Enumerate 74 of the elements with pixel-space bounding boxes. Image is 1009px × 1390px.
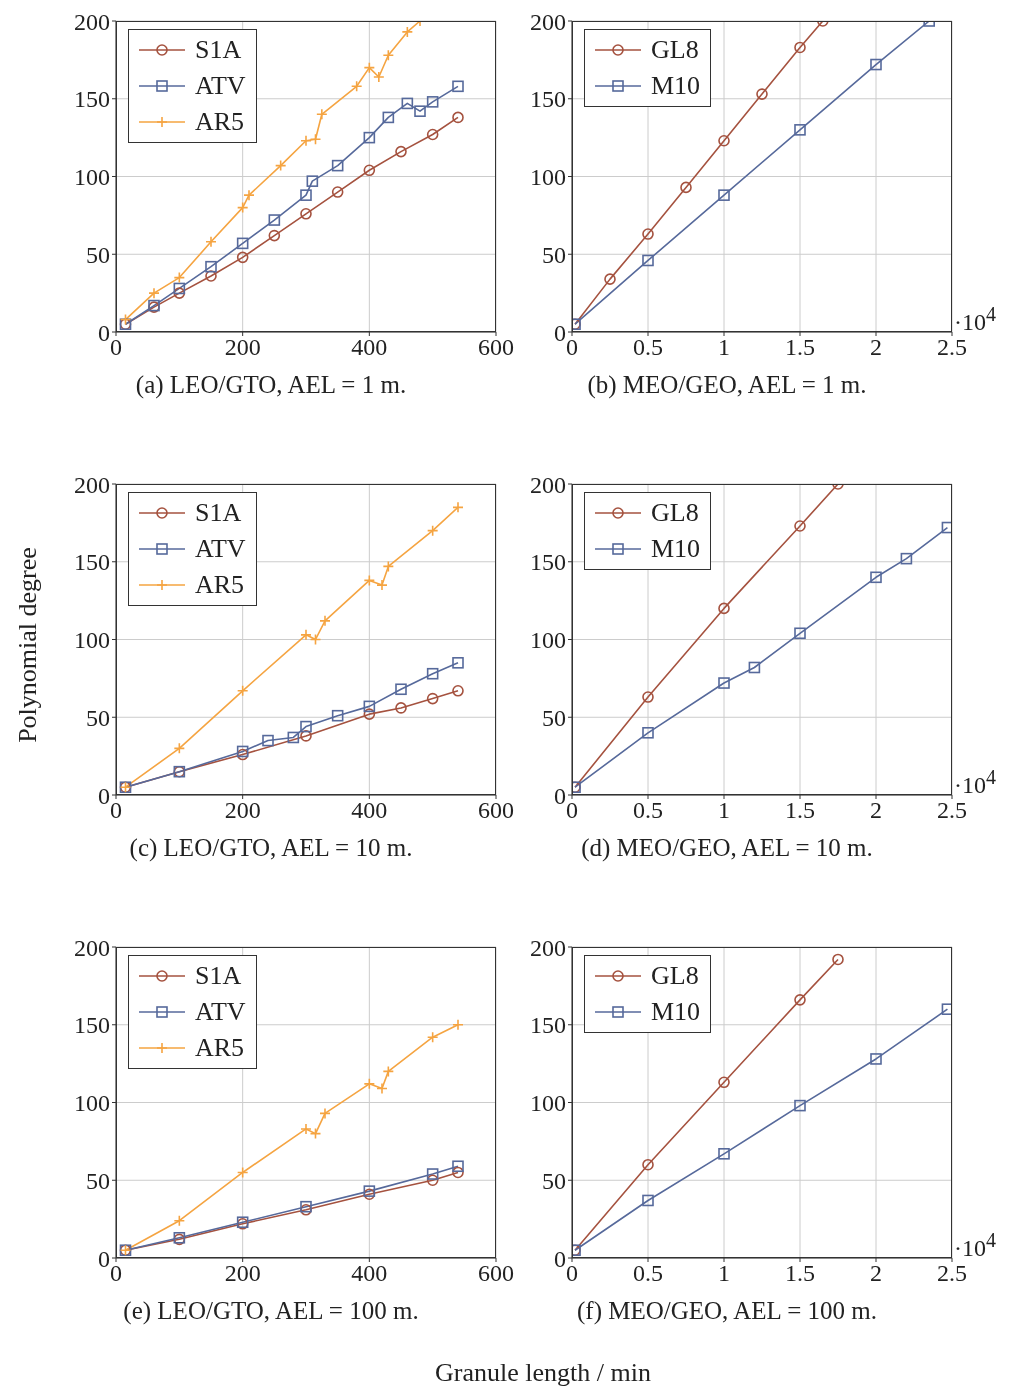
x-tick-label: 2.5: [937, 334, 967, 361]
x-axis-title: Granule length / min: [434, 1358, 652, 1388]
legend-label: M10: [651, 533, 701, 565]
y-tick-label: 200: [530, 8, 566, 35]
text: (d) MEO/GEO, AEL = 10 m.: [580, 834, 874, 862]
y-tick-label: 100: [74, 164, 110, 191]
x-tick-label: 600: [478, 797, 514, 824]
y-tick-label: 100: [74, 1090, 110, 1117]
x-tick-label: 200: [224, 334, 261, 361]
y-tick-label: 150: [530, 549, 566, 576]
legend-label: M10: [651, 70, 701, 102]
x-tick-label: 2.5: [937, 797, 967, 824]
x-tick-label: 1.5: [785, 1260, 815, 1287]
x-tick-label: 400: [351, 797, 388, 824]
y-tick-label: 200: [74, 471, 110, 498]
y-tick-label: 150: [530, 86, 566, 113]
y-tick-label: 50: [86, 1167, 110, 1194]
legend-label: ATV: [195, 996, 246, 1028]
text: (a) LEO/GTO, AEL = 1 m.: [134, 371, 408, 399]
y-tick-label: 150: [74, 1012, 110, 1039]
legend-label: AR5: [195, 569, 245, 601]
y-tick-label: 50: [86, 704, 110, 731]
y-tick-label: 150: [530, 1012, 566, 1039]
y-tick-label: 50: [542, 241, 566, 268]
x-tick-label: 2: [870, 1260, 882, 1287]
y-tick-label: 200: [74, 934, 110, 961]
x-tick-label: 0.5: [633, 1260, 663, 1287]
text: (e) LEO/GTO, AEL = 100 m.: [122, 1297, 420, 1325]
text: (c) LEO/GTO, AEL = 10 m.: [128, 834, 414, 862]
y-tick-label: 200: [530, 934, 566, 961]
text: ·10$^{4}$: [954, 1229, 996, 1262]
y-tick-label: 200: [530, 471, 566, 498]
x-tick-label: 600: [478, 334, 514, 361]
y-tick-label: 200: [74, 8, 110, 35]
legend-label: GL8: [651, 960, 699, 992]
legend-label: ATV: [195, 533, 246, 565]
x-tick-label: 1.5: [785, 334, 815, 361]
y-tick-label: 100: [530, 164, 566, 191]
legend-label: AR5: [195, 1032, 245, 1064]
y-tick-label: 100: [530, 1090, 566, 1117]
y-tick-label: 50: [542, 1167, 566, 1194]
legend-label: GL8: [651, 497, 699, 529]
y-axis-title: Polynomial degree: [13, 546, 43, 745]
text: ·10$^{4}$: [954, 766, 996, 799]
legend-label: S1A: [195, 34, 242, 66]
legend-label: AR5: [195, 106, 245, 138]
x-tick-label: 400: [351, 1260, 388, 1287]
y-tick-label: 150: [74, 549, 110, 576]
legend-label: S1A: [195, 497, 242, 529]
legend-label: S1A: [195, 960, 242, 992]
x-tick-label: 1: [718, 797, 730, 824]
y-tick-label: 100: [74, 627, 110, 654]
text: ·10$^{4}$: [954, 303, 996, 336]
legend-label: GL8: [651, 34, 699, 66]
y-tick-label: 50: [542, 704, 566, 731]
x-tick-label: 1: [718, 1260, 730, 1287]
y-tick-label: 150: [74, 86, 110, 113]
x-tick-label: 2: [870, 797, 882, 824]
x-tick-label: 1.5: [785, 797, 815, 824]
x-tick-label: 2.5: [937, 1260, 967, 1287]
x-tick-label: 0.5: [633, 797, 663, 824]
y-tick-label: 100: [530, 627, 566, 654]
legend-label: M10: [651, 996, 701, 1028]
text: (f) MEO/GEO, AEL = 100 m.: [576, 1297, 878, 1325]
legend-label: ATV: [195, 70, 246, 102]
text: (b) MEO/GEO, AEL = 1 m.: [586, 371, 868, 399]
x-tick-label: 200: [224, 1260, 261, 1287]
x-tick-label: 200: [224, 797, 261, 824]
x-tick-label: 2: [870, 334, 882, 361]
x-tick-label: 600: [478, 1260, 514, 1287]
y-tick-label: 50: [86, 241, 110, 268]
x-tick-label: 400: [351, 334, 388, 361]
x-tick-label: 0.5: [633, 334, 663, 361]
x-tick-label: 1: [718, 334, 730, 361]
